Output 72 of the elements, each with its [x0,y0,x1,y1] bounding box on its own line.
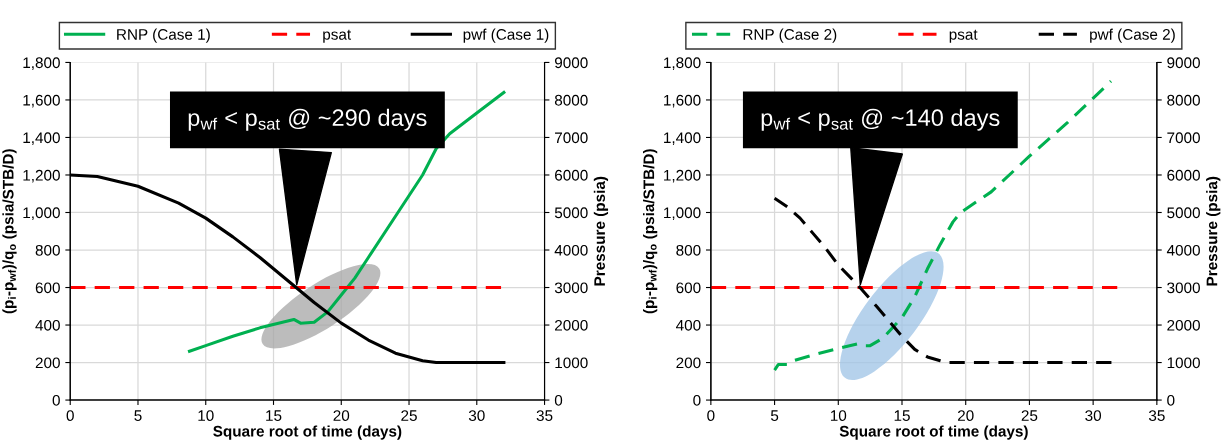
x-tick-label: 35 [536,410,553,422]
y-tick-label: 800 [676,244,701,256]
y2-tick-label: 1000 [1167,357,1200,369]
y2-tick-label: 3000 [1167,282,1200,294]
y2-tick-label: 2000 [555,319,588,331]
y-tick-label: 200 [35,357,60,369]
y-tick-label: 1,000 [23,207,60,220]
x-tick-label: 10 [198,410,214,422]
y2-tick-label: 0 [554,394,563,406]
legend-label: RNP (Case 2) [743,28,837,43]
y2-tick-label: 8000 [554,94,588,106]
x-tick-label: 0 [66,410,74,422]
y-tick-label: 400 [35,319,60,331]
x-axis-title: Square root of time (days) [213,425,402,440]
y-tick-label: 800 [35,244,60,256]
line-series [187,90,506,353]
y2-tick-label: 3000 [554,282,588,294]
y2-tick-label: 6000 [555,169,588,181]
x-tick-label: 25 [1021,410,1038,422]
y-tick-label: 1,400 [664,132,701,145]
x-tick-label: 0 [707,410,715,422]
legend-label: pwf (Case 2) [1090,28,1175,43]
x-tick-label: 30 [468,410,485,422]
legend-label: psat [323,29,352,43]
y2-tick-label: 4000 [554,244,588,256]
y2-tick-label: 0 [1167,394,1175,406]
x-tick-label: 25 [401,410,417,422]
y-tick-label: 200 [676,357,701,369]
y-axis-title: (p$_{i}$-p$_{wf}$)/q$_{o}$ (psia/STB/D) [2,149,17,314]
x-tick-label: 5 [134,410,142,422]
x-tick-label: 35 [1148,410,1165,422]
y2-tick-label: 9000 [1167,57,1200,69]
x-tick-label: 5 [770,410,779,422]
y-tick-label: 400 [676,319,701,331]
x-tick-label: 15 [894,410,910,422]
y2-tick-label: 4000 [1166,244,1200,256]
y2-axis-title: Pressure (psia) [1206,176,1221,286]
y2-axis-title: Pressure (psia) [593,176,609,286]
x-tick-label: 30 [1085,410,1102,422]
legend-label: psat [949,29,978,43]
y-tick-label: 1,800 [23,57,60,70]
y2-tick-label: 8000 [1167,94,1200,106]
y-tick-label: 1,000 [664,207,701,220]
x-tick-label: 20 [333,410,350,422]
x-tick-label: 10 [830,410,847,422]
y2-tick-label: 5000 [1167,207,1200,219]
y-tick-label: 600 [35,282,60,294]
x-tick-label: 15 [266,410,282,422]
y-axis-title: (p$_{i}$-p$_{wf}$)/q$_{o}$ (psia/STB/D) [643,149,658,314]
legend-label: pwf (Case 1) [463,28,549,43]
annotation: p$_{wf}$ < p$_{sat}$ @ ~290 days [188,108,427,131]
y-tick-label: 1,200 [23,169,60,183]
x-axis-title: Square root of time (days) [839,425,1028,440]
y2-tick-label: 9000 [554,57,588,69]
y2-tick-label: 6000 [1167,169,1200,181]
y-tick-label: 1,600 [23,94,60,108]
y-tick-label: 0 [693,394,701,406]
y-tick-label: 1,800 [664,57,701,70]
x-tick-label: 20 [957,410,974,422]
y-tick-label: 1,400 [23,132,60,145]
annotation: p$_{wf}$ < p$_{sat}$ @ ~140 days [761,108,1000,131]
y-tick-label: 0 [52,394,60,406]
y2-tick-label: 2000 [1167,319,1200,331]
y-tick-label: 1,600 [664,94,701,108]
y2-tick-label: 7000 [1167,132,1200,144]
line-series [773,79,1113,372]
legend-label: RNP (Case 1) [117,28,210,43]
y-tick-label: 600 [676,282,701,294]
y2-tick-label: 7000 [555,132,588,144]
y2-tick-label: 5000 [554,207,588,219]
y-tick-label: 1,200 [664,169,701,183]
y2-tick-label: 1000 [555,357,588,369]
